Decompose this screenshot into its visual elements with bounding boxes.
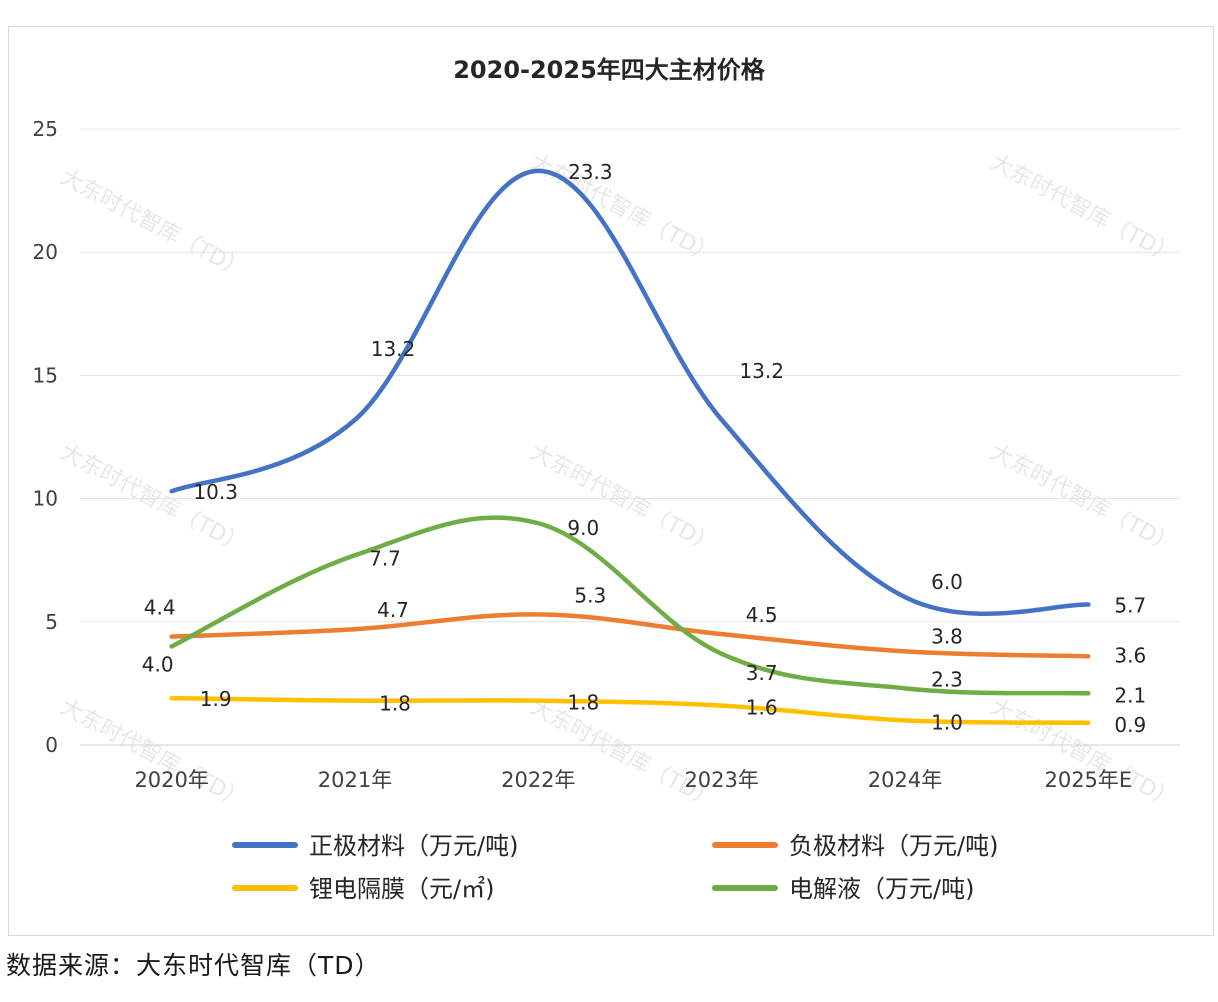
data-label: 10.3 [193,480,238,504]
data-label: 3.8 [931,624,963,648]
data-label: 7.7 [369,546,401,570]
x-tick-label: 2020年 [134,768,208,792]
chart-title: 2020-2025年四大主材价格 [453,56,766,84]
y-tick-label: 5 [45,610,58,634]
x-tick-label: 2023年 [684,768,758,792]
y-tick-label: 25 [33,117,58,141]
data-label: 4.4 [144,596,176,620]
data-label: 1.0 [931,710,963,734]
data-label: 4.5 [746,603,778,627]
y-tick-label: 20 [33,240,58,264]
data-label: 3.7 [746,661,778,685]
data-label: 23.3 [568,160,613,184]
data-label: 0.9 [1114,713,1146,737]
data-label: 3.6 [1114,643,1146,667]
legend-label: 正极材料（万元/吨) [309,832,518,860]
data-label: 1.8 [379,692,411,716]
y-tick-label: 15 [33,363,58,387]
data-label: 4.0 [142,652,174,676]
x-tick-label: 2025年E [1044,768,1132,792]
watermark-text: 大东时代智库（TD） [986,695,1180,814]
data-label: 2.3 [931,667,963,691]
watermark-text: 大东时代智库（TD） [56,165,250,284]
x-tick-label: 2022年 [501,768,575,792]
data-label: 5.3 [574,583,606,607]
x-tick-label: 2021年 [318,768,392,792]
watermark-text: 大东时代智库（TD） [986,150,1180,269]
data-label: 1.9 [200,687,232,711]
data-label: 13.2 [371,337,416,361]
y-tick-label: 0 [45,733,58,757]
watermark-text: 大东时代智库（TD） [986,440,1180,559]
watermark-text: 大东时代智库（TD） [526,440,720,559]
y-tick-label: 10 [33,487,58,511]
watermark-text: 大东时代智库（TD） [526,695,720,814]
data-label: 1.6 [746,696,778,720]
line-chart: 大东时代智库（TD） 大东时代智库（TD） 大东时代智库（TD） 大东时代智库（TD）… [0,0,1218,1002]
legend-label: 电解液（万元/吨) [789,875,974,903]
legend-label: 负极材料（万元/吨) [789,832,998,860]
legend: 正极材料（万元/吨) 负极材料（万元/吨) 锂电隔膜（元/㎡) 电解液（万元/吨) [235,832,998,903]
data-label: 2.1 [1114,683,1146,707]
series-line [172,171,1089,614]
data-label: 4.7 [377,598,409,622]
watermark-text: 大东时代智库（TD） [56,695,250,814]
source-note: 数据来源：大东时代智库（TD） [6,946,381,982]
legend-label: 锂电隔膜（元/㎡) [309,875,494,903]
data-label: 1.8 [567,691,599,715]
data-label: 5.7 [1114,594,1146,618]
data-label: 6.0 [931,570,963,594]
data-label: 9.0 [567,516,599,540]
data-label: 13.2 [739,359,784,383]
x-tick-label: 2024年 [868,768,942,792]
